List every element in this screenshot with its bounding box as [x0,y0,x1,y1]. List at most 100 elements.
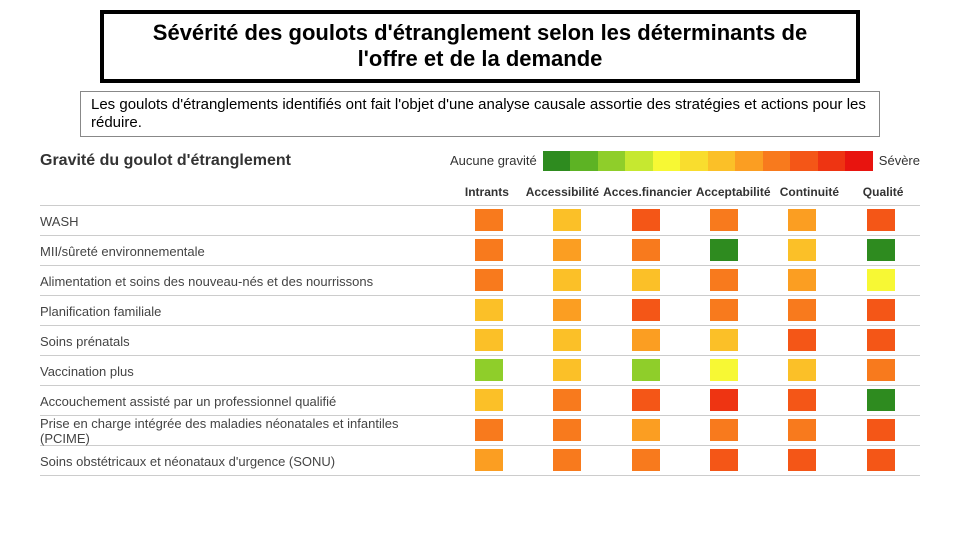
cell-wrap [450,329,528,351]
cell-wrap [763,209,841,231]
row-label: Soins prénatals [40,332,450,349]
cell-wrap [528,419,606,441]
column-header: Acces.financier [601,185,694,199]
heat-cell [710,329,738,351]
cell-wrap [763,299,841,321]
heat-cell [788,329,816,351]
legend-swatch [543,151,571,171]
column-header: Qualité [846,185,920,199]
heat-cell [475,389,503,411]
table-row: WASH [40,205,920,235]
legend-swatch [735,151,763,171]
heat-cell [710,359,738,381]
heat-cell [553,389,581,411]
heat-cell [632,209,660,231]
heat-cell [710,419,738,441]
row-label: MII/sûreté environnementale [40,242,450,259]
heat-cell [867,299,895,321]
heat-cell [710,269,738,291]
legend-swatch [570,151,598,171]
subtitle-text: Les goulots d'étranglements identifiés o… [91,96,869,132]
cell-wrap [763,389,841,411]
heat-cell [553,209,581,231]
heat-cell [553,329,581,351]
legend-row: Gravité du goulot d'étranglement Aucune … [40,151,920,171]
column-headers: IntrantsAccessibilitéAcces.financierAcce… [40,185,920,199]
page-title: Sévérité des goulots d'étranglement selo… [124,20,836,73]
cell-wrap [528,209,606,231]
cell-wrap [607,359,685,381]
heat-cell [553,269,581,291]
row-label-header-spacer [40,185,450,199]
table-row: Soins prénatals [40,325,920,355]
row-label: Soins obstétricaux et néonataux d'urgenc… [40,452,450,469]
cell-wrap [607,269,685,291]
heat-cell [710,239,738,261]
heat-cell [867,209,895,231]
heat-cell [867,269,895,291]
heat-cell [553,299,581,321]
cell-wrap [842,269,920,291]
heat-cell [867,419,895,441]
heat-cell [788,299,816,321]
cell-wrap [685,239,763,261]
cell-wrap [842,419,920,441]
cell-wrap [685,329,763,351]
cell-wrap [450,419,528,441]
row-label: Vaccination plus [40,362,450,379]
cell-wrap [842,329,920,351]
cell-wrap [450,449,528,471]
heatmap-body: WASHMII/sûreté environnementaleAlimentat… [40,205,920,476]
cell-wrap [763,329,841,351]
heat-cell [867,389,895,411]
heat-cell [475,449,503,471]
heat-cell [475,329,503,351]
cell-wrap [685,449,763,471]
heat-cell [553,239,581,261]
heat-cell [475,359,503,381]
column-header: Intrants [450,185,524,199]
cell-wrap [607,329,685,351]
heat-cell [632,239,660,261]
legend-swatch [708,151,736,171]
legend-high-label: Sévère [879,153,920,168]
cell-wrap [450,389,528,411]
legend-swatch [653,151,681,171]
legend-swatch [790,151,818,171]
heat-cell [867,359,895,381]
heat-cell [475,419,503,441]
cell-wrap [685,359,763,381]
heat-cell [788,419,816,441]
cell-wrap [528,329,606,351]
cell-wrap [763,359,841,381]
cell-wrap [450,269,528,291]
legend-swatch [763,151,791,171]
legend-swatch [625,151,653,171]
cell-wrap [763,419,841,441]
cell-wrap [842,239,920,261]
cell-wrap [528,239,606,261]
legend-title: Gravité du goulot d'étranglement [40,152,450,170]
table-row: MII/sûreté environnementale [40,235,920,265]
row-label: Accouchement assisté par un professionne… [40,392,450,409]
cell-wrap [450,239,528,261]
cell-wrap [528,359,606,381]
cell-wrap [842,299,920,321]
cell-wrap [607,239,685,261]
column-header: Continuité [773,185,847,199]
table-row: Accouchement assisté par un professionne… [40,385,920,415]
heat-cell [632,329,660,351]
table-row: Vaccination plus [40,355,920,385]
heat-cell [632,419,660,441]
cell-wrap [607,449,685,471]
heat-cell [632,449,660,471]
cell-wrap [685,389,763,411]
heat-cell [553,359,581,381]
heat-cell [710,209,738,231]
heat-cell [553,449,581,471]
title-box: Sévérité des goulots d'étranglement selo… [100,10,860,83]
cell-wrap [763,269,841,291]
heat-cell [632,299,660,321]
column-header: Acceptabilité [694,185,773,199]
legend-swatch [680,151,708,171]
